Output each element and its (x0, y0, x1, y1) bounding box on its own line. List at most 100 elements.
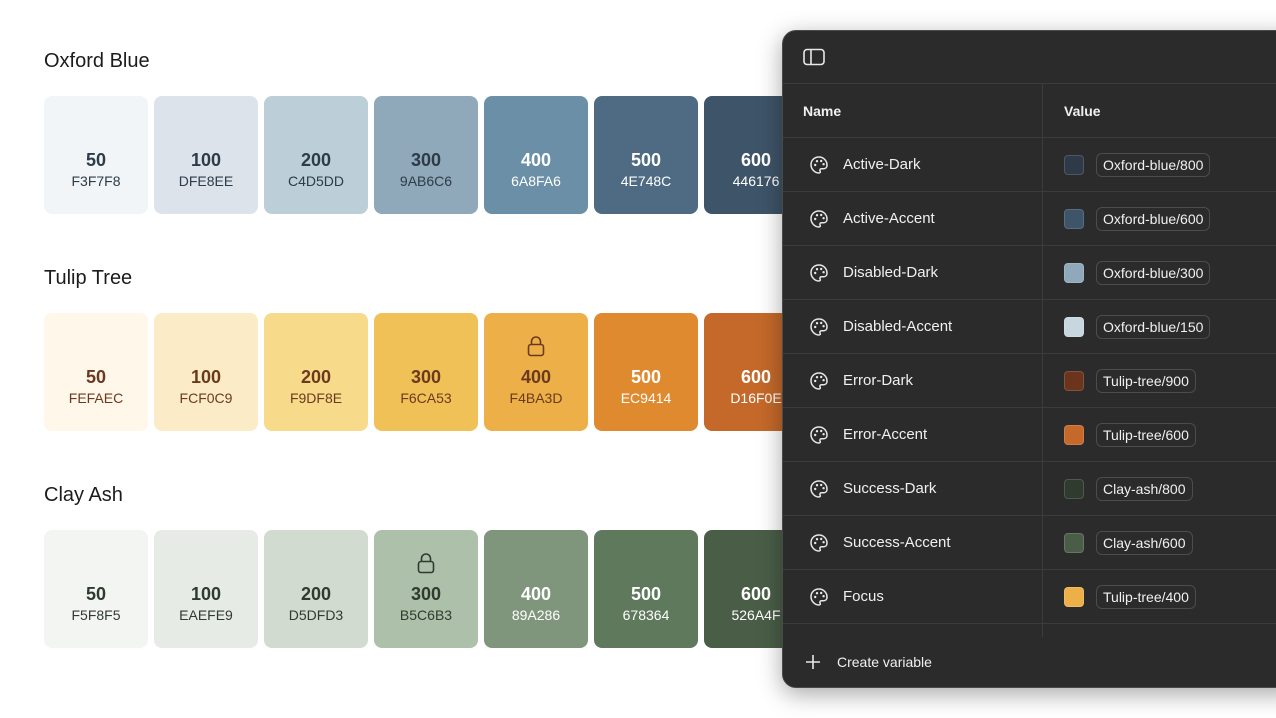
variable-name-cell: Error-Accent (783, 408, 1043, 461)
value-pill[interactable]: Tulip-tree/900 (1096, 368, 1196, 393)
swatch-step: 100 (190, 150, 222, 170)
color-swatch[interactable]: 400 89A286 (484, 530, 588, 648)
color-swatch[interactable]: 100 DFE8EE (154, 96, 258, 214)
palette-icon (809, 479, 829, 499)
color-swatch[interactable]: 50 FEFAEC (44, 313, 148, 431)
variable-name-cell: Success-Dark (783, 462, 1043, 515)
value-pill[interactable]: Tulip-tree/600 (1096, 422, 1196, 447)
swatch-row: 50 F5F8F5 100 EAEFE9 200 D5DFD3 300 B5C6B3 400 89… (44, 530, 808, 648)
color-swatch[interactable]: 200 F9DF8E (264, 313, 368, 431)
variable-value-cell: Clay-ash/600 (1043, 516, 1276, 569)
swatch-step: 300 (410, 584, 442, 604)
table-row[interactable]: Active-Accent Oxford-blue/600 (783, 192, 1276, 246)
color-swatch[interactable]: 200 D5DFD3 (264, 530, 368, 648)
sidebar-toggle-icon[interactable] (803, 48, 825, 66)
variable-name: Focus (843, 588, 884, 605)
swatch-step: 500 (630, 150, 662, 170)
variable-name: Success-Accent (843, 534, 951, 551)
table-row[interactable]: Active-Dark Oxford-blue/800 (783, 138, 1276, 192)
swatch-hex: 9AB6C6 (399, 173, 453, 189)
variable-name-cell: Focus (783, 570, 1043, 623)
swatch-step: 400 (520, 150, 552, 170)
variable-name-cell: Active-Dark (783, 138, 1043, 191)
table-row[interactable]: Disabled-Accent Oxford-blue/150 (783, 300, 1276, 354)
color-chip (1064, 370, 1084, 391)
swatch-hex: 4E748C (620, 173, 672, 189)
table-row[interactable]: Error-Dark Tulip-tree/900 (783, 354, 1276, 408)
column-header-name[interactable]: Name (783, 84, 1043, 137)
color-swatch[interactable]: 400 F4BA3D (484, 313, 588, 431)
table-header: Name Value (783, 84, 1276, 138)
color-swatch[interactable]: 300 F6CA53 (374, 313, 478, 431)
lock-icon (416, 552, 436, 579)
table-row[interactable]: Success-Accent Clay-ash/600 (783, 516, 1276, 570)
swatch-hex: 89A286 (511, 607, 561, 623)
color-swatch[interactable]: 200 C4D5DD (264, 96, 368, 214)
create-variable-button[interactable]: Create variable (783, 637, 1276, 687)
value-pill[interactable]: Oxford-blue/300 (1096, 260, 1211, 285)
swatch-step: 100 (190, 367, 222, 387)
value-pill[interactable]: Tulip-tree/400 (1096, 584, 1196, 609)
swatch-step: 200 (300, 367, 332, 387)
swatch-step: 50 (85, 367, 107, 387)
palette-icon (809, 425, 829, 445)
lock-icon (526, 335, 546, 362)
color-swatch[interactable]: 100 EAEFE9 (154, 530, 258, 648)
value-pill[interactable]: Oxford-blue/150 (1096, 314, 1211, 339)
swatch-hex: F4BA3D (509, 390, 563, 406)
value-pill[interactable]: Clay-ash/600 (1096, 530, 1193, 555)
variable-name: Error-Dark (843, 372, 913, 389)
palette-icon (809, 155, 829, 175)
value-pill[interactable]: Clay-ash/800 (1096, 476, 1193, 501)
variable-value-cell: Tulip-tree/600 (1043, 408, 1276, 461)
table-row[interactable]: Disabled-Dark Oxford-blue/300 (783, 246, 1276, 300)
palette-icon (809, 317, 829, 337)
value-pill[interactable]: Oxford-blue/600 (1096, 206, 1211, 231)
color-swatch[interactable]: 100 FCF0C9 (154, 313, 258, 431)
table-row[interactable]: Error-Accent Tulip-tree/600 (783, 408, 1276, 462)
color-chip (1064, 262, 1084, 283)
swatch-hex: EAEFE9 (179, 607, 233, 623)
variable-rows: Active-Dark Oxford-blue/800 Active-Accent O… (783, 138, 1276, 624)
color-chip (1064, 478, 1084, 499)
swatch-step: 300 (410, 150, 442, 170)
palette-title: Oxford Blue (44, 50, 150, 72)
swatch-step: 400 (520, 584, 552, 604)
swatch-hex: FCF0C9 (179, 390, 233, 406)
swatch-step: 300 (410, 367, 442, 387)
swatch-step: 500 (630, 367, 662, 387)
swatch-row: 50 FEFAEC 100 FCF0C9 200 F9DF8E 300 F6CA53 400 F4… (44, 313, 808, 431)
variable-value-cell: Tulip-tree/400 (1043, 570, 1276, 623)
swatch-step: 600 (740, 150, 772, 170)
table-row[interactable]: Success-Dark Clay-ash/800 (783, 462, 1276, 516)
color-swatch[interactable]: 50 F5F8F5 (44, 530, 148, 648)
variable-name-cell: Error-Dark (783, 354, 1043, 407)
column-header-value[interactable]: Value (1064, 102, 1101, 119)
variable-name: Disabled-Dark (843, 264, 939, 281)
table-row[interactable]: Focus Tulip-tree/400 (783, 570, 1276, 624)
palette-title: Clay Ash (44, 484, 123, 506)
color-swatch[interactable]: 50 F3F7F8 (44, 96, 148, 214)
color-swatch[interactable]: 500 EC9414 (594, 313, 698, 431)
variable-name: Success-Dark (843, 480, 937, 497)
variable-name-cell: Disabled-Dark (783, 246, 1043, 299)
swatch-hex: C4D5DD (287, 173, 344, 189)
color-swatch[interactable]: 300 B5C6B3 (374, 530, 478, 648)
value-pill[interactable]: Oxford-blue/800 (1096, 152, 1211, 177)
variable-name-cell: Success-Accent (783, 516, 1043, 569)
color-swatch[interactable]: 500 4E748C (594, 96, 698, 214)
swatch-step: 200 (300, 584, 332, 604)
variable-name-cell: Disabled-Accent (783, 300, 1043, 353)
color-swatch[interactable]: 400 6A8FA6 (484, 96, 588, 214)
swatch-hex: FEFAEC (68, 390, 124, 406)
palette-title: Tulip Tree (44, 267, 133, 289)
variable-name: Active-Accent (843, 210, 935, 227)
color-swatch[interactable]: 500 678364 (594, 530, 698, 648)
swatch-step: 100 (190, 584, 222, 604)
color-swatch[interactable]: 300 9AB6C6 (374, 96, 478, 214)
swatch-hex: F3F7F8 (71, 173, 121, 189)
variable-value-cell: Oxford-blue/600 (1043, 192, 1276, 245)
swatch-step: 600 (740, 367, 772, 387)
variable-value-cell: Oxford-blue/300 (1043, 246, 1276, 299)
color-chip (1064, 316, 1084, 337)
